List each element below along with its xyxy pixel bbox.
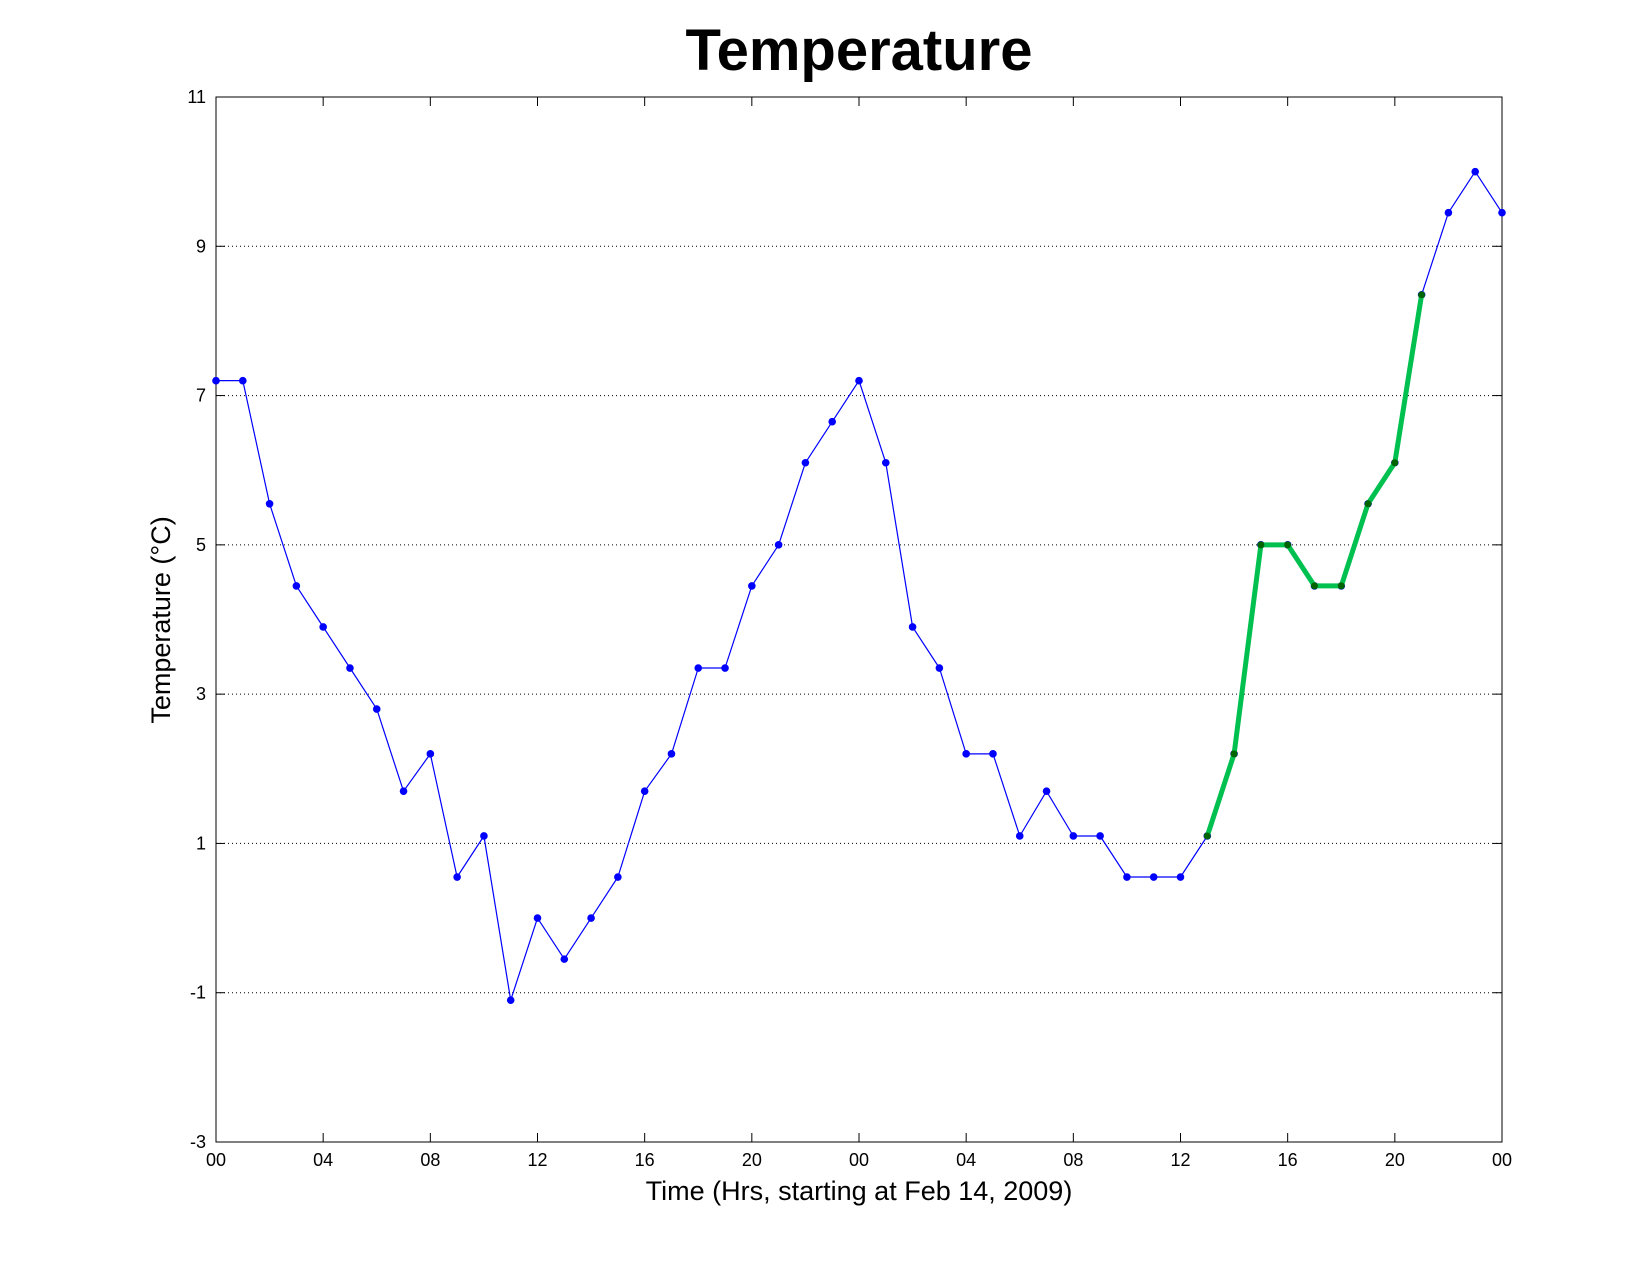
x-axis-label: Time (Hrs, starting at Feb 14, 2009) (646, 1176, 1073, 1206)
series-1-point (319, 623, 327, 631)
series-1-point (1096, 832, 1104, 840)
y-tick-label: 1 (196, 833, 206, 853)
series-1-point (989, 750, 997, 758)
series-1-point (855, 376, 863, 385)
series-1-point (506, 996, 515, 1004)
series-1-point (1471, 167, 1480, 176)
series-1-point (587, 914, 595, 922)
series-2-point (1418, 291, 1426, 299)
y-tick-label: 3 (196, 684, 206, 704)
y-tick-label: -1 (190, 983, 206, 1003)
series-1-point (453, 873, 461, 881)
series-2-point (1310, 582, 1318, 590)
series-1-point (372, 705, 381, 713)
series-1-point (640, 787, 649, 795)
x-tick-label: 00 (1492, 1150, 1512, 1170)
series-1-point (1123, 873, 1131, 881)
x-tick-label: 20 (742, 1150, 762, 1170)
series-1-point (1149, 873, 1158, 881)
x-tick-label: 12 (527, 1150, 547, 1170)
series-1-point (399, 787, 408, 795)
series-1-point (1176, 873, 1185, 881)
y-axis-label: Temperature (°C) (146, 516, 176, 723)
y-tick-label: 11 (187, 87, 206, 107)
x-tick-label: 00 (849, 1150, 869, 1170)
x-tick-label: 00 (206, 1150, 226, 1170)
series-1-point (881, 458, 890, 467)
series-1-point (212, 376, 220, 385)
series-1-point (1015, 832, 1024, 840)
series-1-point (801, 458, 810, 467)
grid-lines (216, 245, 1502, 994)
axis-ticks: -3 -1 1 3 5 7 9 11 00 04 08 12 16 20 00 04 08 12 16 20 00 (187, 87, 1512, 1170)
y-tick-label: 9 (196, 236, 206, 256)
series-1-point (238, 376, 247, 385)
series-1-point (533, 914, 542, 922)
series-1-point (265, 500, 274, 508)
series-1-point (560, 955, 569, 963)
series-2-point (1284, 541, 1292, 549)
series-1-point (667, 750, 676, 758)
series-1-point (1069, 832, 1078, 840)
series-1-point (774, 541, 783, 549)
series-1-point (828, 417, 837, 426)
series-2-point (1337, 582, 1345, 590)
x-tick-label: 04 (313, 1150, 333, 1170)
plot-area-frame (215, 96, 1503, 1143)
series-1-point (426, 750, 435, 758)
series-1-point (1498, 208, 1506, 217)
series-1-point (694, 664, 703, 672)
x-tick-label: 04 (956, 1150, 976, 1170)
x-tick-label: 12 (1170, 1150, 1190, 1170)
series-2-point (1257, 541, 1265, 549)
series-1-point (1042, 787, 1051, 795)
series-1-point (1444, 208, 1453, 217)
x-tick-label: 08 (420, 1150, 440, 1170)
series-1-point (935, 664, 944, 672)
y-tick-label: 5 (196, 535, 206, 555)
series-1-point (908, 623, 917, 631)
series-2-point (1203, 832, 1211, 840)
y-tick-label: -3 (190, 1132, 206, 1152)
series-1-point (962, 750, 970, 758)
x-tick-label: 20 (1385, 1150, 1405, 1170)
data-series (212, 167, 1506, 1004)
x-tick-label: 16 (1278, 1150, 1298, 1170)
x-tick-label: 08 (1063, 1150, 1083, 1170)
series-1-point (480, 832, 488, 840)
series-2-point (1364, 500, 1372, 508)
series-1-point (292, 582, 301, 590)
series-1-point (748, 582, 756, 590)
series-1-point (721, 664, 729, 672)
x-tick-label: 16 (635, 1150, 655, 1170)
series-2-point (1230, 750, 1238, 758)
y-tick-label: 7 (196, 386, 206, 406)
series-1-point (614, 873, 622, 881)
chart-title: Temperature (685, 18, 1032, 83)
series-1-point (346, 664, 354, 672)
series-2-line (1204, 294, 1425, 837)
series-1-line (216, 171, 1503, 1001)
series-2-point (1391, 459, 1399, 467)
